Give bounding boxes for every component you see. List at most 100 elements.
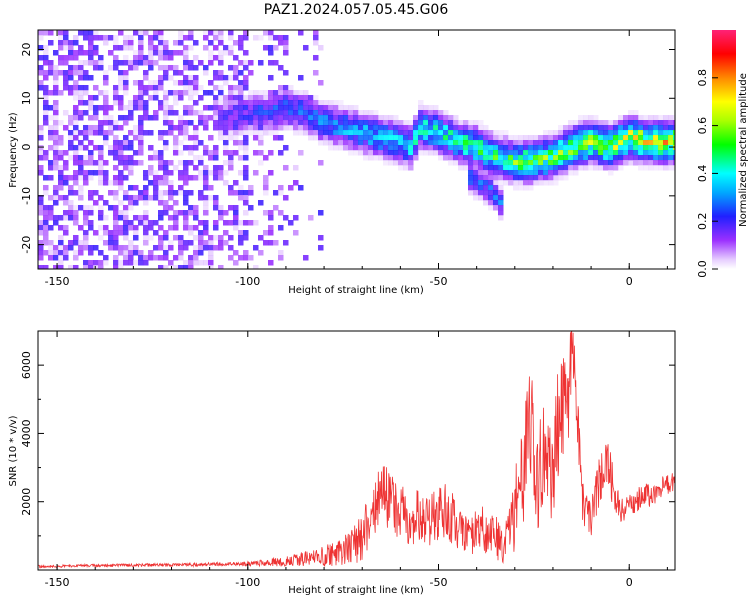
spectrogram-cell: [93, 190, 99, 196]
spectrogram-cell: [148, 35, 154, 41]
spectrogram-cell: [388, 145, 394, 151]
spectrogram-cell: [138, 140, 144, 146]
spectrogram-cell: [183, 105, 189, 111]
spectrogram-cell: [228, 85, 234, 91]
spectrogram-cell: [648, 165, 654, 171]
spectrogram-cell: [528, 185, 534, 191]
spectrogram-cell: [573, 125, 579, 131]
spectrogram-cell: [223, 135, 229, 141]
spectrogram-cell: [238, 140, 244, 146]
spectrogram-cell: [428, 140, 434, 146]
spectrogram-cell: [183, 215, 189, 221]
spectrogram-cell: [393, 125, 399, 131]
spectrogram-cell: [113, 140, 119, 146]
spectrogram-cell: [238, 85, 244, 91]
spectrogram-cell: [503, 170, 509, 176]
spectrogram-cell: [183, 200, 189, 206]
spectrogram-cell: [243, 30, 249, 36]
spectrogram-cell: [173, 225, 179, 231]
spectrogram-cell: [388, 135, 394, 141]
spectrogram-cell: [438, 140, 444, 146]
spectrogram-cell: [528, 170, 534, 176]
spectrogram-cell: [363, 120, 369, 126]
spectrogram-cell: [498, 205, 504, 211]
spectrogram-cell: [223, 140, 229, 146]
spectrogram-cell: [138, 195, 144, 201]
spectrogram-cell: [288, 110, 294, 116]
spectrogram-cell: [668, 165, 674, 171]
spectrogram-cell: [223, 45, 229, 51]
spectrogram-cell: [248, 110, 254, 116]
spectrogram-cell: [618, 150, 624, 156]
spectrogram-cell: [103, 255, 109, 261]
spectrogram-cell: [568, 145, 574, 151]
spectrogram-cell: [333, 125, 339, 131]
spectrogram-cell: [108, 130, 114, 136]
spectrogram-cell: [133, 160, 139, 166]
spectrogram-cell: [223, 110, 229, 116]
spectrogram-cell: [293, 180, 299, 186]
spectrogram-cell: [133, 95, 139, 101]
spectrogram-cell: [148, 235, 154, 241]
spectrogram-cell: [228, 90, 234, 96]
spectrogram-cell: [188, 90, 194, 96]
spectrogram-cell: [263, 210, 269, 216]
spectrogram-cell: [288, 115, 294, 121]
spectrogram-cell: [353, 150, 359, 156]
spectrogram-cell: [163, 100, 169, 106]
spectrogram-cell: [613, 125, 619, 131]
spectrogram-cell: [198, 170, 204, 176]
spectrogram-cell: [173, 125, 179, 131]
spectrogram-cell: [93, 115, 99, 121]
spectrogram-cell: [228, 160, 234, 166]
spectrogram-cell: [518, 135, 524, 141]
spectrogram-cell: [443, 135, 449, 141]
spectrogram-frame: [37, 29, 676, 270]
spectrogram-cell: [598, 155, 604, 161]
spectrogram-cell: [518, 170, 524, 176]
spectrogram-cell: [43, 185, 49, 191]
spectrogram-cell: [643, 130, 649, 136]
spectrogram-x-ticks: -150 -100 -50 0: [45, 30, 668, 288]
spectrogram-cell: [243, 65, 249, 71]
spectrogram-cell: [503, 150, 509, 156]
spectrogram-cell: [98, 225, 104, 231]
spectrogram-cell: [243, 230, 249, 236]
spectrogram-cell: [238, 105, 244, 111]
spectrogram-cell: [468, 150, 474, 156]
spectrogram-cell: [233, 125, 239, 131]
spectrogram-cell: [78, 190, 84, 196]
spectrogram-cell: [248, 90, 254, 96]
spectrogram-cell: [203, 35, 209, 41]
spectrogram-cell: [633, 160, 639, 166]
spectrogram-cell: [88, 130, 94, 136]
spectrogram-cell: [668, 120, 674, 126]
spectrogram-cell: [253, 245, 259, 251]
spectrogram-cell: [188, 60, 194, 66]
spectrogram-cell: [118, 265, 124, 269]
spectrogram-cell: [488, 140, 494, 146]
spectrogram-cell: [188, 120, 194, 126]
spectrogram-cell: [148, 225, 154, 231]
spectrogram-cell: [123, 155, 129, 161]
spectrogram-cell: [128, 160, 134, 166]
spectrogram-cell: [448, 130, 454, 136]
spectrogram-cell: [188, 75, 194, 81]
spectrogram-cell: [73, 80, 79, 86]
spectrogram-cell: [313, 125, 319, 131]
spectrogram-cell: [518, 180, 524, 186]
spectrogram-cell: [548, 165, 554, 171]
spectrogram-cell: [463, 165, 469, 171]
spectrogram-cell: [138, 30, 144, 36]
spectrogram-cell: [228, 150, 234, 156]
spectrogram-cell: [183, 180, 189, 186]
spectrogram-cell: [418, 120, 424, 126]
spectrogram-cell: [38, 240, 44, 246]
spectrogram-cell: [323, 130, 329, 136]
spectrogram-cell: [193, 135, 199, 141]
spectrogram-cell: [398, 125, 404, 131]
spectrogram-cell: [673, 115, 675, 121]
spectrogram-cell: [208, 170, 214, 176]
spectrogram-cell: [468, 135, 474, 141]
spectrogram-cell: [308, 110, 314, 116]
